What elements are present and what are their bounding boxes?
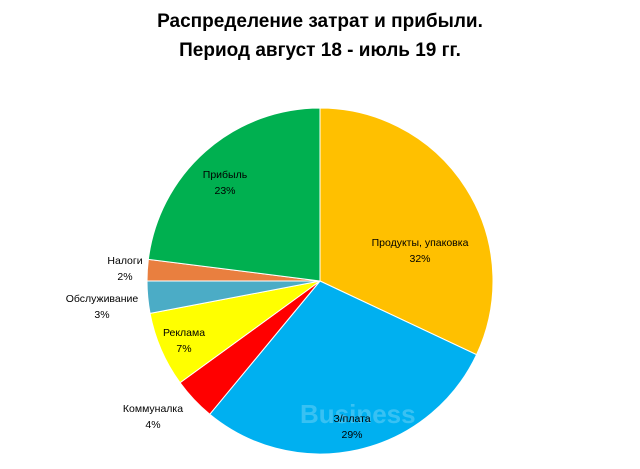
slice-label-5: Обслуживание	[66, 293, 139, 305]
chart-title-line-2: Период август 18 - июль 19 гг.	[179, 40, 461, 61]
slice-value-4: 7%	[176, 343, 191, 355]
slice-label-3: Коммуналка	[123, 403, 183, 415]
slice-value-6: 2%	[117, 271, 132, 283]
slice-label-7: Прибыль	[203, 169, 248, 181]
slice-1	[319, 107, 494, 356]
slice-label-2: З/плата	[333, 413, 370, 425]
slice-value-1: 32%	[409, 253, 430, 265]
pie-slices	[146, 107, 494, 455]
slice-2	[209, 280, 478, 455]
slice-label-6: Налоги	[107, 255, 142, 267]
watermark: Business	[300, 399, 416, 429]
slice-label-4: Реклама	[163, 327, 205, 339]
pie-labels: Продукты, упаковка 32% З/плата 29% Коммуналк…	[66, 169, 469, 441]
slice-value-2: 29%	[341, 429, 362, 441]
slice-value-3: 4%	[145, 419, 160, 431]
slice-value-5: 3%	[94, 309, 109, 321]
slice-value-7: 23%	[214, 185, 235, 197]
chart-title-line-1: Распределение затрат и прибыли.	[157, 11, 483, 32]
slice-7	[147, 107, 321, 282]
slice-label-1: Продукты, упаковка	[372, 237, 469, 249]
